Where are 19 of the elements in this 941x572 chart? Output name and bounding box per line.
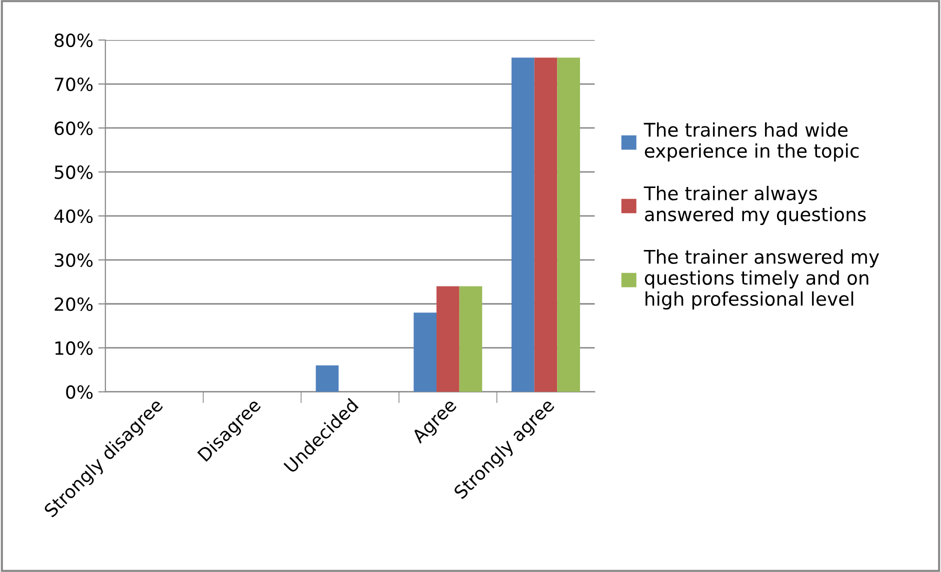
y-tick-label: 80%: [54, 34, 93, 48]
y-tick-label: 20%: [54, 297, 93, 311]
y-tick-label: 50%: [54, 165, 93, 180]
y-tick-label: 30%: [54, 253, 93, 268]
legend-label: The trainer always answered my questions: [644, 186, 866, 226]
y-tick-label: 60%: [54, 121, 93, 136]
bar: [557, 58, 580, 392]
bar: [436, 286, 460, 392]
bar: [414, 312, 436, 392]
bar: [534, 58, 558, 392]
y-tick-label: 70%: [54, 77, 93, 92]
legend-label: The trainer answered my questions timely and on high professional level: [644, 249, 880, 310]
y-tick-label: 0%: [66, 385, 93, 399]
legend-label: The trainers had wide experience in the topic: [644, 122, 859, 162]
y-tick-label: 10%: [55, 341, 93, 355]
bar: [512, 58, 534, 392]
bar: [459, 286, 482, 392]
y-tick-label: 40%: [54, 209, 93, 224]
bar: [316, 365, 339, 392]
